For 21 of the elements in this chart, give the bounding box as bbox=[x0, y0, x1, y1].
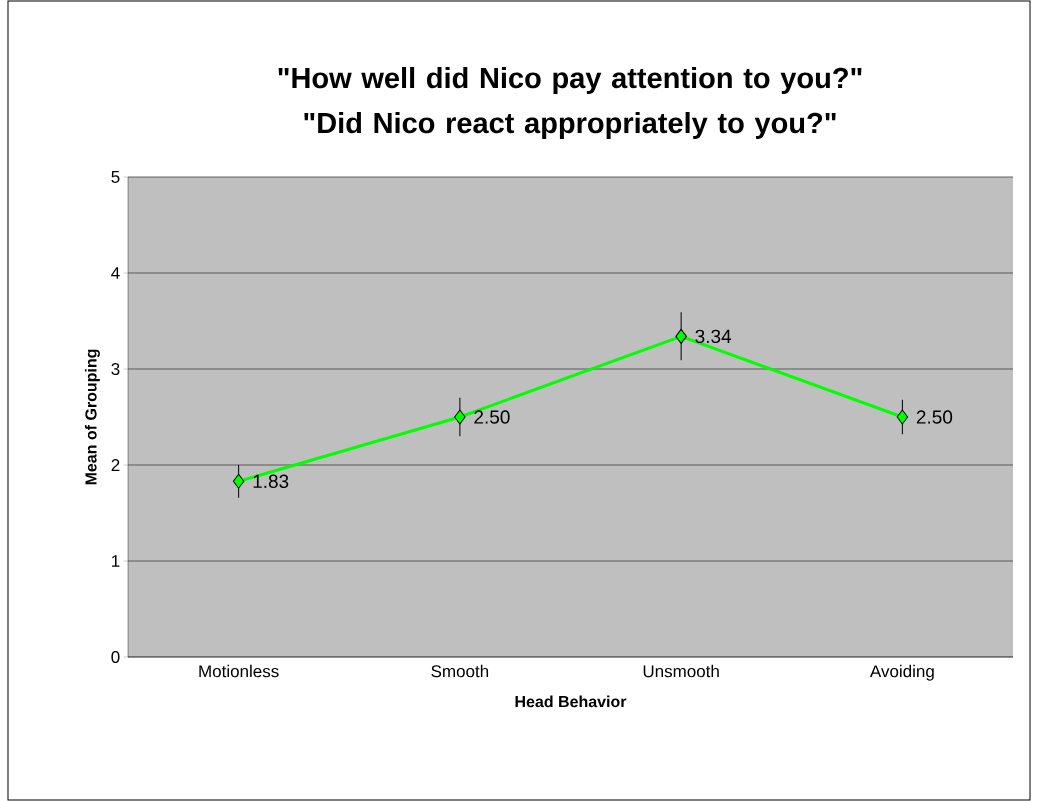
y-axis-title: Mean of Grouping bbox=[84, 349, 100, 485]
chart-title: "How well did Nico pay attention to you?" "Did Nico react appropriately to you?" bbox=[278, 66, 862, 140]
data-label: 2.50 bbox=[916, 410, 953, 424]
point bbox=[675, 328, 687, 344]
y-tick-label: 4 bbox=[111, 267, 120, 279]
x-axis-title: Head Behavior bbox=[515, 695, 627, 708]
data-label: 1.83 bbox=[253, 474, 289, 489]
y-tick-label: 1 bbox=[112, 555, 120, 567]
data-label: 3.34 bbox=[695, 329, 732, 344]
x-tick-label: Avoiding bbox=[869, 664, 934, 681]
x-tick-label: Smooth bbox=[431, 664, 489, 678]
y-tick-label: 5 bbox=[111, 171, 120, 183]
point bbox=[896, 409, 909, 425]
point bbox=[232, 473, 245, 489]
y-tick-label: 2 bbox=[111, 459, 120, 471]
y-tick-label: 0 bbox=[111, 650, 120, 664]
y-tick-label: 3 bbox=[111, 362, 120, 376]
point bbox=[454, 409, 466, 425]
x-tick-label: Unsmooth bbox=[643, 664, 719, 678]
x-tick-label: Motionless bbox=[199, 664, 279, 678]
data-label: 2.50 bbox=[474, 410, 510, 424]
